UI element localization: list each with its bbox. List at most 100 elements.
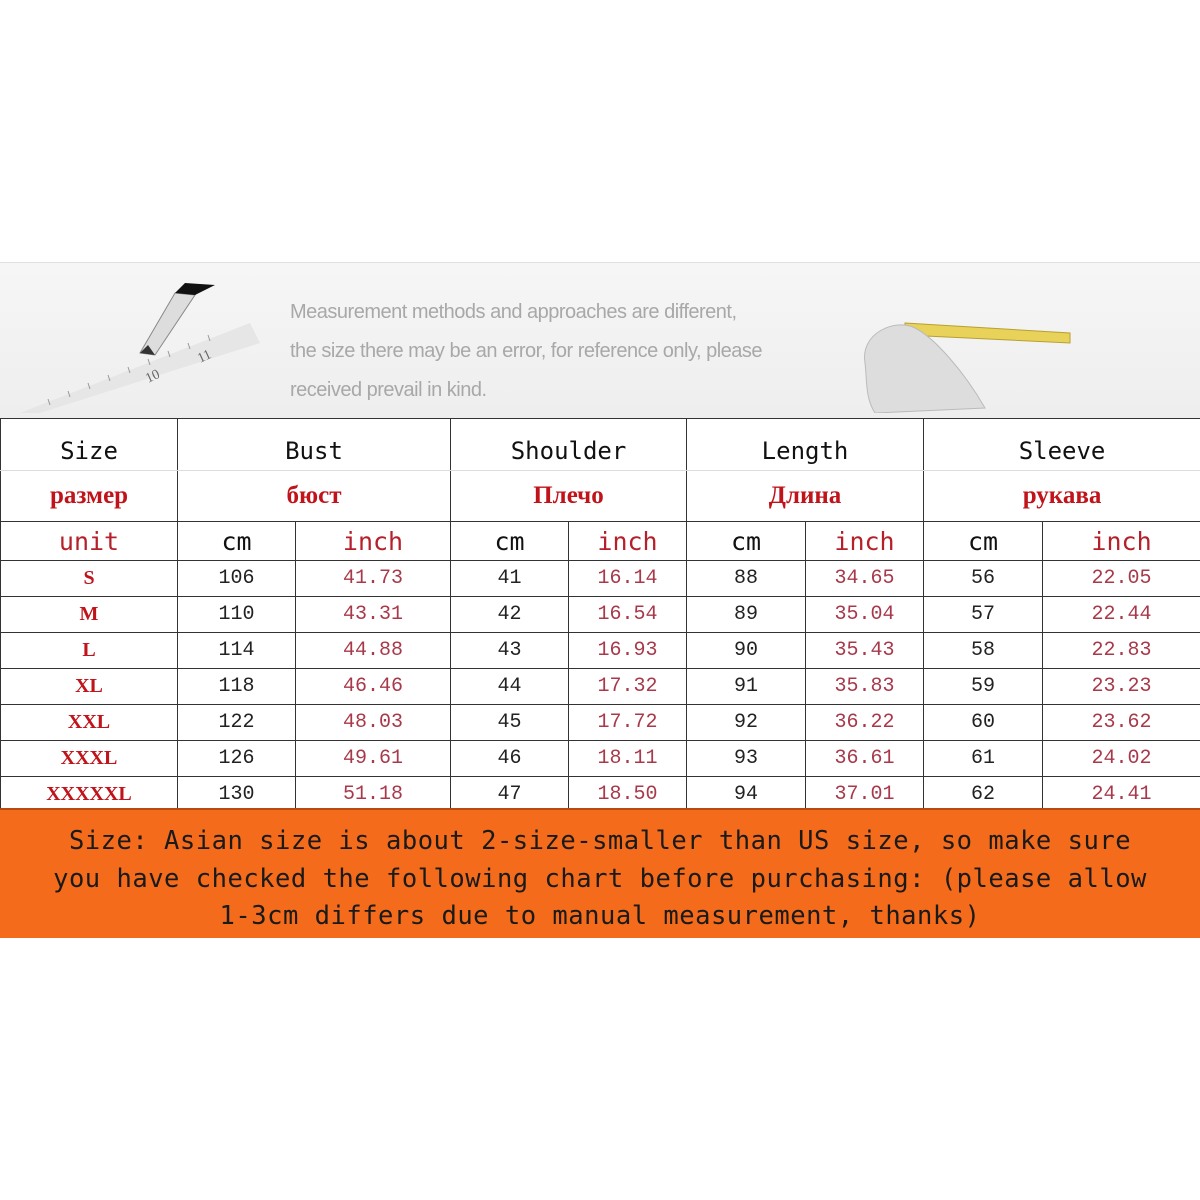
unit-inch: inch xyxy=(1042,521,1200,561)
unit-cm: cm xyxy=(923,521,1044,561)
cell-length-in: 36.61 xyxy=(805,740,925,777)
cell-shoulder-cm: 43 xyxy=(450,632,570,669)
cell-shoulder-in: 18.50 xyxy=(568,776,688,813)
cell-bust-cm: 114 xyxy=(177,632,296,669)
ruler-mark: 11 xyxy=(195,347,214,366)
cell-bust-cm: 110 xyxy=(177,596,296,633)
cell-shoulder-cm: 47 xyxy=(450,776,570,813)
cell-length-in: 35.83 xyxy=(805,668,925,705)
cell-length-cm: 90 xyxy=(686,632,807,669)
cell-sleeve-in: 24.02 xyxy=(1042,740,1200,777)
cell-length-in: 34.65 xyxy=(805,560,925,597)
header-length-ru: Длина xyxy=(686,470,925,522)
unit-cm: cm xyxy=(450,521,570,561)
measurement-note-banner: 10 11 Measurement methods and approaches… xyxy=(0,262,1200,418)
header-bust: Bust xyxy=(176,418,452,471)
cell-length-cm: 92 xyxy=(686,704,807,741)
cell-sleeve-cm: 58 xyxy=(923,632,1044,669)
cell-shoulder-in: 16.93 xyxy=(568,632,688,669)
cell-length-in: 36.22 xyxy=(805,704,925,741)
cell-sleeve-cm: 57 xyxy=(923,596,1044,633)
cell-size: M xyxy=(0,596,178,633)
cell-bust-cm: 126 xyxy=(177,740,296,777)
unit-cm: cm xyxy=(177,521,296,561)
note-line: Measurement methods and approaches are d… xyxy=(290,301,737,323)
cell-sleeve-in: 23.62 xyxy=(1042,704,1200,741)
cell-length-cm: 88 xyxy=(686,560,807,597)
ruler-pencil-illustration: 10 11 xyxy=(20,283,260,413)
cell-length-in: 35.43 xyxy=(805,632,925,669)
cell-size: XL xyxy=(0,668,178,705)
cell-size: XXL xyxy=(0,704,178,741)
measurement-note: Measurement methods and approaches are d… xyxy=(290,293,850,410)
cell-bust-in: 43.31 xyxy=(294,596,452,633)
hand-tape-illustration xyxy=(864,322,1071,413)
cell-bust-in: 48.03 xyxy=(294,704,452,741)
unit-inch: inch xyxy=(294,521,452,561)
size-warning-banner: Size: Asian size is about 2-size-smaller… xyxy=(0,808,1200,938)
cell-shoulder-cm: 45 xyxy=(450,704,570,741)
cell-size: L xyxy=(0,632,178,669)
header-length: Length xyxy=(686,418,925,471)
unit-inch: inch xyxy=(805,521,925,561)
header-size: Size xyxy=(0,418,178,471)
header-bust-ru: бюст xyxy=(176,470,452,522)
cell-shoulder-in: 18.11 xyxy=(568,740,688,777)
cell-shoulder-in: 17.72 xyxy=(568,704,688,741)
cell-size: S xyxy=(0,560,178,597)
cell-shoulder-in: 16.54 xyxy=(568,596,688,633)
cell-shoulder-in: 17.32 xyxy=(568,668,688,705)
cell-bust-in: 41.73 xyxy=(294,560,452,597)
note-line: the size there may be an error, for refe… xyxy=(290,340,763,362)
cell-shoulder-cm: 44 xyxy=(450,668,570,705)
cell-sleeve-cm: 56 xyxy=(923,560,1044,597)
cell-length-cm: 89 xyxy=(686,596,807,633)
unit-label: unit xyxy=(0,521,178,561)
banner-line: Size: Asian size is about 2-size-smaller… xyxy=(68,826,1132,856)
unit-inch: inch xyxy=(568,521,688,561)
cell-bust-in: 49.61 xyxy=(294,740,452,777)
cell-length-in: 35.04 xyxy=(805,596,925,633)
cell-bust-in: 44.88 xyxy=(294,632,452,669)
cell-sleeve-cm: 61 xyxy=(923,740,1044,777)
banner-line: you have checked the following chart bef… xyxy=(53,863,1147,894)
header-shoulder: Shoulder xyxy=(450,418,688,471)
unit-cm: cm xyxy=(686,521,807,561)
table-row: XXL 122 48.03 45 17.72 92 36.22 60 23.62 xyxy=(0,704,1200,741)
banner-line: 1-3cm differs due to manual measurement,… xyxy=(219,901,981,931)
cell-length-cm: 91 xyxy=(686,668,807,705)
cell-sleeve-in: 22.83 xyxy=(1042,632,1200,669)
cell-sleeve-in: 24.41 xyxy=(1042,776,1200,813)
table-row: XXXL 126 49.61 46 18.11 93 36.61 61 24.02 xyxy=(0,740,1200,777)
cell-size: XXXL xyxy=(0,740,178,777)
size-chart-table: Size Bust Shoulder Length Sleeve размер … xyxy=(0,418,1200,813)
cell-shoulder-in: 16.14 xyxy=(568,560,688,597)
cell-sleeve-cm: 59 xyxy=(923,668,1044,705)
cell-bust-cm: 106 xyxy=(177,560,296,597)
header-row-ru: размер бюст Плечо Длина рукава xyxy=(0,470,1200,522)
cell-sleeve-in: 23.23 xyxy=(1042,668,1200,705)
unit-row: unit cm inch cm inch cm inch cm inch xyxy=(0,521,1200,561)
cell-bust-in: 46.46 xyxy=(294,668,452,705)
header-sleeve: Sleeve xyxy=(923,418,1200,471)
cell-shoulder-cm: 46 xyxy=(450,740,570,777)
cell-sleeve-cm: 60 xyxy=(923,704,1044,741)
header-sleeve-ru: рукава xyxy=(923,470,1200,522)
table-row: XL 118 46.46 44 17.32 91 35.83 59 23.23 xyxy=(0,668,1200,705)
table-row: S 106 41.73 41 16.14 88 34.65 56 22.05 xyxy=(0,560,1200,597)
cell-shoulder-cm: 41 xyxy=(450,560,570,597)
ruler-mark: 10 xyxy=(143,367,162,387)
header-shoulder-ru: Плечо xyxy=(450,470,688,522)
header-row-en: Size Bust Shoulder Length Sleeve xyxy=(0,418,1200,471)
cell-sleeve-in: 22.44 xyxy=(1042,596,1200,633)
cell-bust-cm: 122 xyxy=(177,704,296,741)
cell-length-in: 37.01 xyxy=(805,776,925,813)
cell-bust-cm: 118 xyxy=(177,668,296,705)
cell-bust-cm: 130 xyxy=(177,776,296,813)
table-row: M 110 43.31 42 16.54 89 35.04 57 22.44 xyxy=(0,596,1200,633)
cell-shoulder-cm: 42 xyxy=(450,596,570,633)
header-size-ru: размер xyxy=(0,470,178,522)
note-line: received prevail in kind. xyxy=(290,379,487,401)
cell-length-cm: 93 xyxy=(686,740,807,777)
cell-sleeve-in: 22.05 xyxy=(1042,560,1200,597)
